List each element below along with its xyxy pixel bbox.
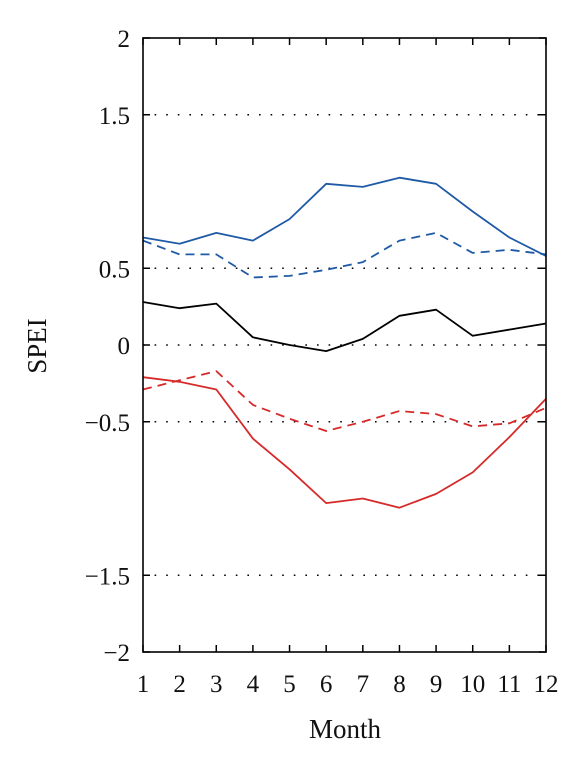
y-tick-label: 0.5 — [99, 256, 130, 283]
series-line-2 — [142, 231, 547, 279]
y-tick-label: 2 — [118, 26, 131, 53]
x-tick-label: 7 — [357, 671, 370, 698]
x-tick-label: 3 — [210, 671, 223, 698]
y-tick-label: −2 — [103, 640, 130, 667]
x-tick-label: 5 — [283, 671, 296, 698]
y-tick-label: 1.5 — [99, 103, 130, 130]
x-tick-label: 4 — [247, 671, 260, 698]
y-axis-title: SPEI — [22, 318, 52, 374]
x-tick-label: 11 — [497, 671, 521, 698]
x-tick-label: 6 — [320, 671, 333, 698]
x-tick-label: 2 — [173, 671, 186, 698]
series-line-3 — [142, 301, 547, 353]
x-tick-label: 1 — [137, 671, 150, 698]
series-line-4 — [142, 370, 547, 432]
axis-ticks — [142, 37, 547, 653]
series-line-5 — [142, 376, 547, 509]
x-tick-label: 8 — [393, 671, 406, 698]
tick-labels: 21.50.50−0.5−1.5−21 2 3 4 5 6 7 8 9 10 11 12 — [85, 26, 559, 698]
x-tick-label: 12 — [534, 671, 559, 698]
y-tick-label: −0.5 — [85, 410, 130, 437]
x-axis-title: Month — [309, 714, 382, 744]
x-tick-label: 9 — [430, 671, 443, 698]
y-tick-label: 0 — [118, 333, 131, 360]
x-tick-label: 10 — [460, 671, 485, 698]
series-group — [142, 176, 547, 509]
y-tick-label: −1.5 — [85, 563, 130, 590]
series-line-1 — [142, 176, 547, 257]
